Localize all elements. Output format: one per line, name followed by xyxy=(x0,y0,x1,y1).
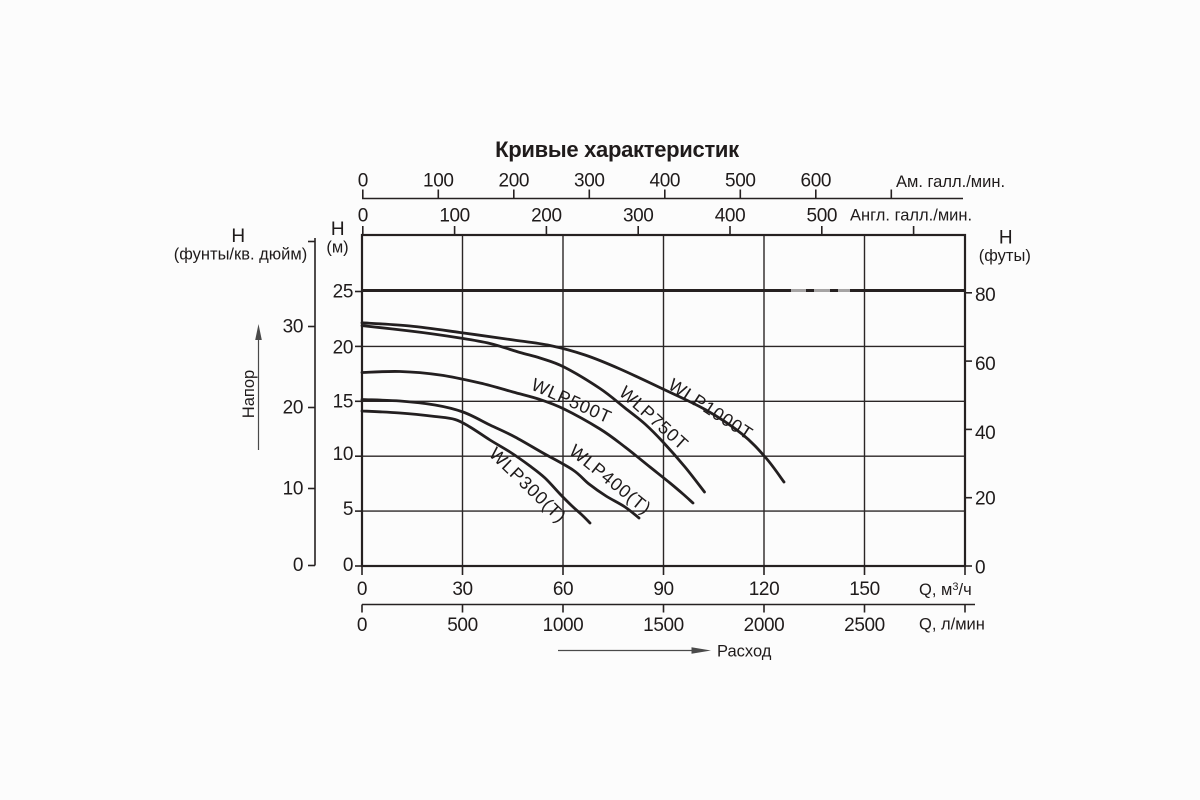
svg-text:150: 150 xyxy=(849,579,880,600)
svg-text:100: 100 xyxy=(423,171,454,192)
svg-text:400: 400 xyxy=(715,206,746,227)
svg-text:20: 20 xyxy=(975,489,995,510)
svg-text:(м): (м) xyxy=(326,239,348,257)
svg-text:Англ. галл./мин.: Англ. галл./мин. xyxy=(850,207,972,225)
svg-text:60: 60 xyxy=(553,579,573,600)
svg-text:(футы): (футы) xyxy=(979,247,1031,265)
svg-text:Напор: Напор xyxy=(240,370,258,418)
svg-text:500: 500 xyxy=(447,615,478,636)
svg-text:H: H xyxy=(231,226,244,247)
svg-text:500: 500 xyxy=(807,206,838,227)
svg-text:10: 10 xyxy=(333,444,353,465)
svg-text:30: 30 xyxy=(452,579,472,600)
svg-text:H: H xyxy=(331,219,344,240)
svg-text:Q, л/мин: Q, л/мин xyxy=(919,616,985,634)
svg-text:Q, м3/ч: Q, м3/ч xyxy=(919,581,972,599)
svg-text:2500: 2500 xyxy=(844,615,885,636)
svg-text:0: 0 xyxy=(343,555,353,576)
svg-text:0: 0 xyxy=(975,557,985,578)
svg-text:90: 90 xyxy=(653,579,673,600)
svg-text:H: H xyxy=(999,228,1012,249)
svg-text:2000: 2000 xyxy=(744,615,785,636)
svg-text:1000: 1000 xyxy=(543,615,584,636)
svg-text:5: 5 xyxy=(343,499,353,520)
svg-text:600: 600 xyxy=(801,171,832,192)
svg-text:(фунты/кв. дюйм): (фунты/кв. дюйм) xyxy=(174,246,307,264)
svg-text:0: 0 xyxy=(358,171,368,192)
svg-text:300: 300 xyxy=(623,206,654,227)
svg-text:120: 120 xyxy=(749,579,780,600)
svg-text:80: 80 xyxy=(975,285,995,306)
svg-text:400: 400 xyxy=(650,171,681,192)
svg-text:Кривые характеристик: Кривые характеристик xyxy=(495,137,740,162)
svg-text:40: 40 xyxy=(975,423,995,444)
svg-text:1500: 1500 xyxy=(643,615,684,636)
svg-text:100: 100 xyxy=(439,206,470,227)
svg-text:60: 60 xyxy=(975,354,995,375)
svg-text:Ам. галл./мин.: Ам. галл./мин. xyxy=(896,173,1005,191)
svg-text:10: 10 xyxy=(283,479,303,500)
svg-text:500: 500 xyxy=(725,171,756,192)
svg-text:0: 0 xyxy=(357,579,367,600)
svg-text:0: 0 xyxy=(357,615,367,636)
svg-text:0: 0 xyxy=(358,206,368,227)
svg-text:20: 20 xyxy=(283,398,303,419)
svg-text:300: 300 xyxy=(574,171,605,192)
svg-text:0: 0 xyxy=(293,555,303,576)
svg-text:20: 20 xyxy=(333,338,353,359)
svg-text:200: 200 xyxy=(499,171,530,192)
svg-text:15: 15 xyxy=(333,392,353,413)
svg-text:30: 30 xyxy=(283,317,303,338)
svg-text:25: 25 xyxy=(333,282,353,303)
svg-text:Расход: Расход xyxy=(717,643,772,661)
svg-text:200: 200 xyxy=(531,206,562,227)
